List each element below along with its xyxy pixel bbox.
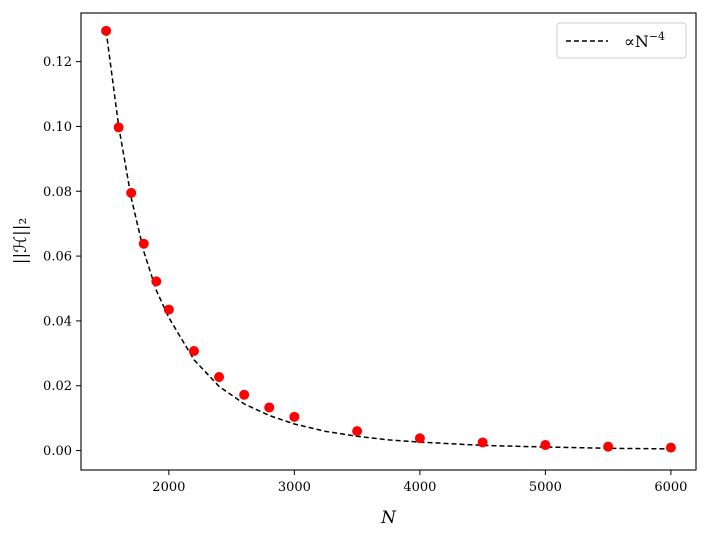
legend-label-exponent: −4 xyxy=(649,30,665,43)
fit-line xyxy=(105,30,671,450)
data-point xyxy=(665,442,676,453)
x-tick-label: 4000 xyxy=(403,480,436,495)
data-point xyxy=(138,238,149,249)
y-tick-label: 0.02 xyxy=(43,379,72,394)
data-point xyxy=(239,389,250,400)
x-tick-label: 2000 xyxy=(152,480,185,495)
plot-area xyxy=(81,13,696,470)
y-tick-label: 0.08 xyxy=(43,185,72,200)
data-point xyxy=(214,371,225,382)
legend-box xyxy=(556,22,687,59)
y-tick-label: 0.06 xyxy=(43,250,72,265)
legend-label-base: ∝N xyxy=(624,32,649,51)
data-points xyxy=(101,25,676,453)
data-point xyxy=(289,411,300,422)
data-point xyxy=(188,346,199,357)
data-point xyxy=(540,440,551,451)
data-point xyxy=(477,437,488,448)
legend: ∝N−4 xyxy=(556,22,687,59)
y-tick-label: 0.10 xyxy=(43,120,72,135)
y-axis-label: ||ℋ||₂ xyxy=(11,218,31,265)
y-tick-label: 0.04 xyxy=(43,314,72,329)
x-axis-label: N xyxy=(380,508,397,528)
data-point xyxy=(352,426,363,437)
data-point xyxy=(603,441,614,452)
y-axis-ticks: 0.00 0.02 0.04 0.06 0.08 0.10 0.12 xyxy=(43,55,81,459)
data-point xyxy=(163,304,174,315)
data-point xyxy=(126,187,137,198)
y-tick-label: 0.00 xyxy=(43,444,72,459)
plot-frame xyxy=(80,12,697,471)
data-point xyxy=(264,402,275,413)
data-point xyxy=(113,122,124,133)
y-tick-label: 0.12 xyxy=(43,55,72,70)
data-point xyxy=(151,276,162,287)
x-tick-label: 6000 xyxy=(654,480,687,495)
fit-line-path xyxy=(105,30,671,450)
legend-label: ∝N−4 xyxy=(624,30,665,51)
data-point xyxy=(101,25,112,36)
data-point xyxy=(414,433,425,444)
x-tick-label: 5000 xyxy=(529,480,562,495)
x-axis-ticks: 2000 3000 4000 5000 6000 xyxy=(152,470,687,495)
x-tick-label: 3000 xyxy=(278,480,311,495)
